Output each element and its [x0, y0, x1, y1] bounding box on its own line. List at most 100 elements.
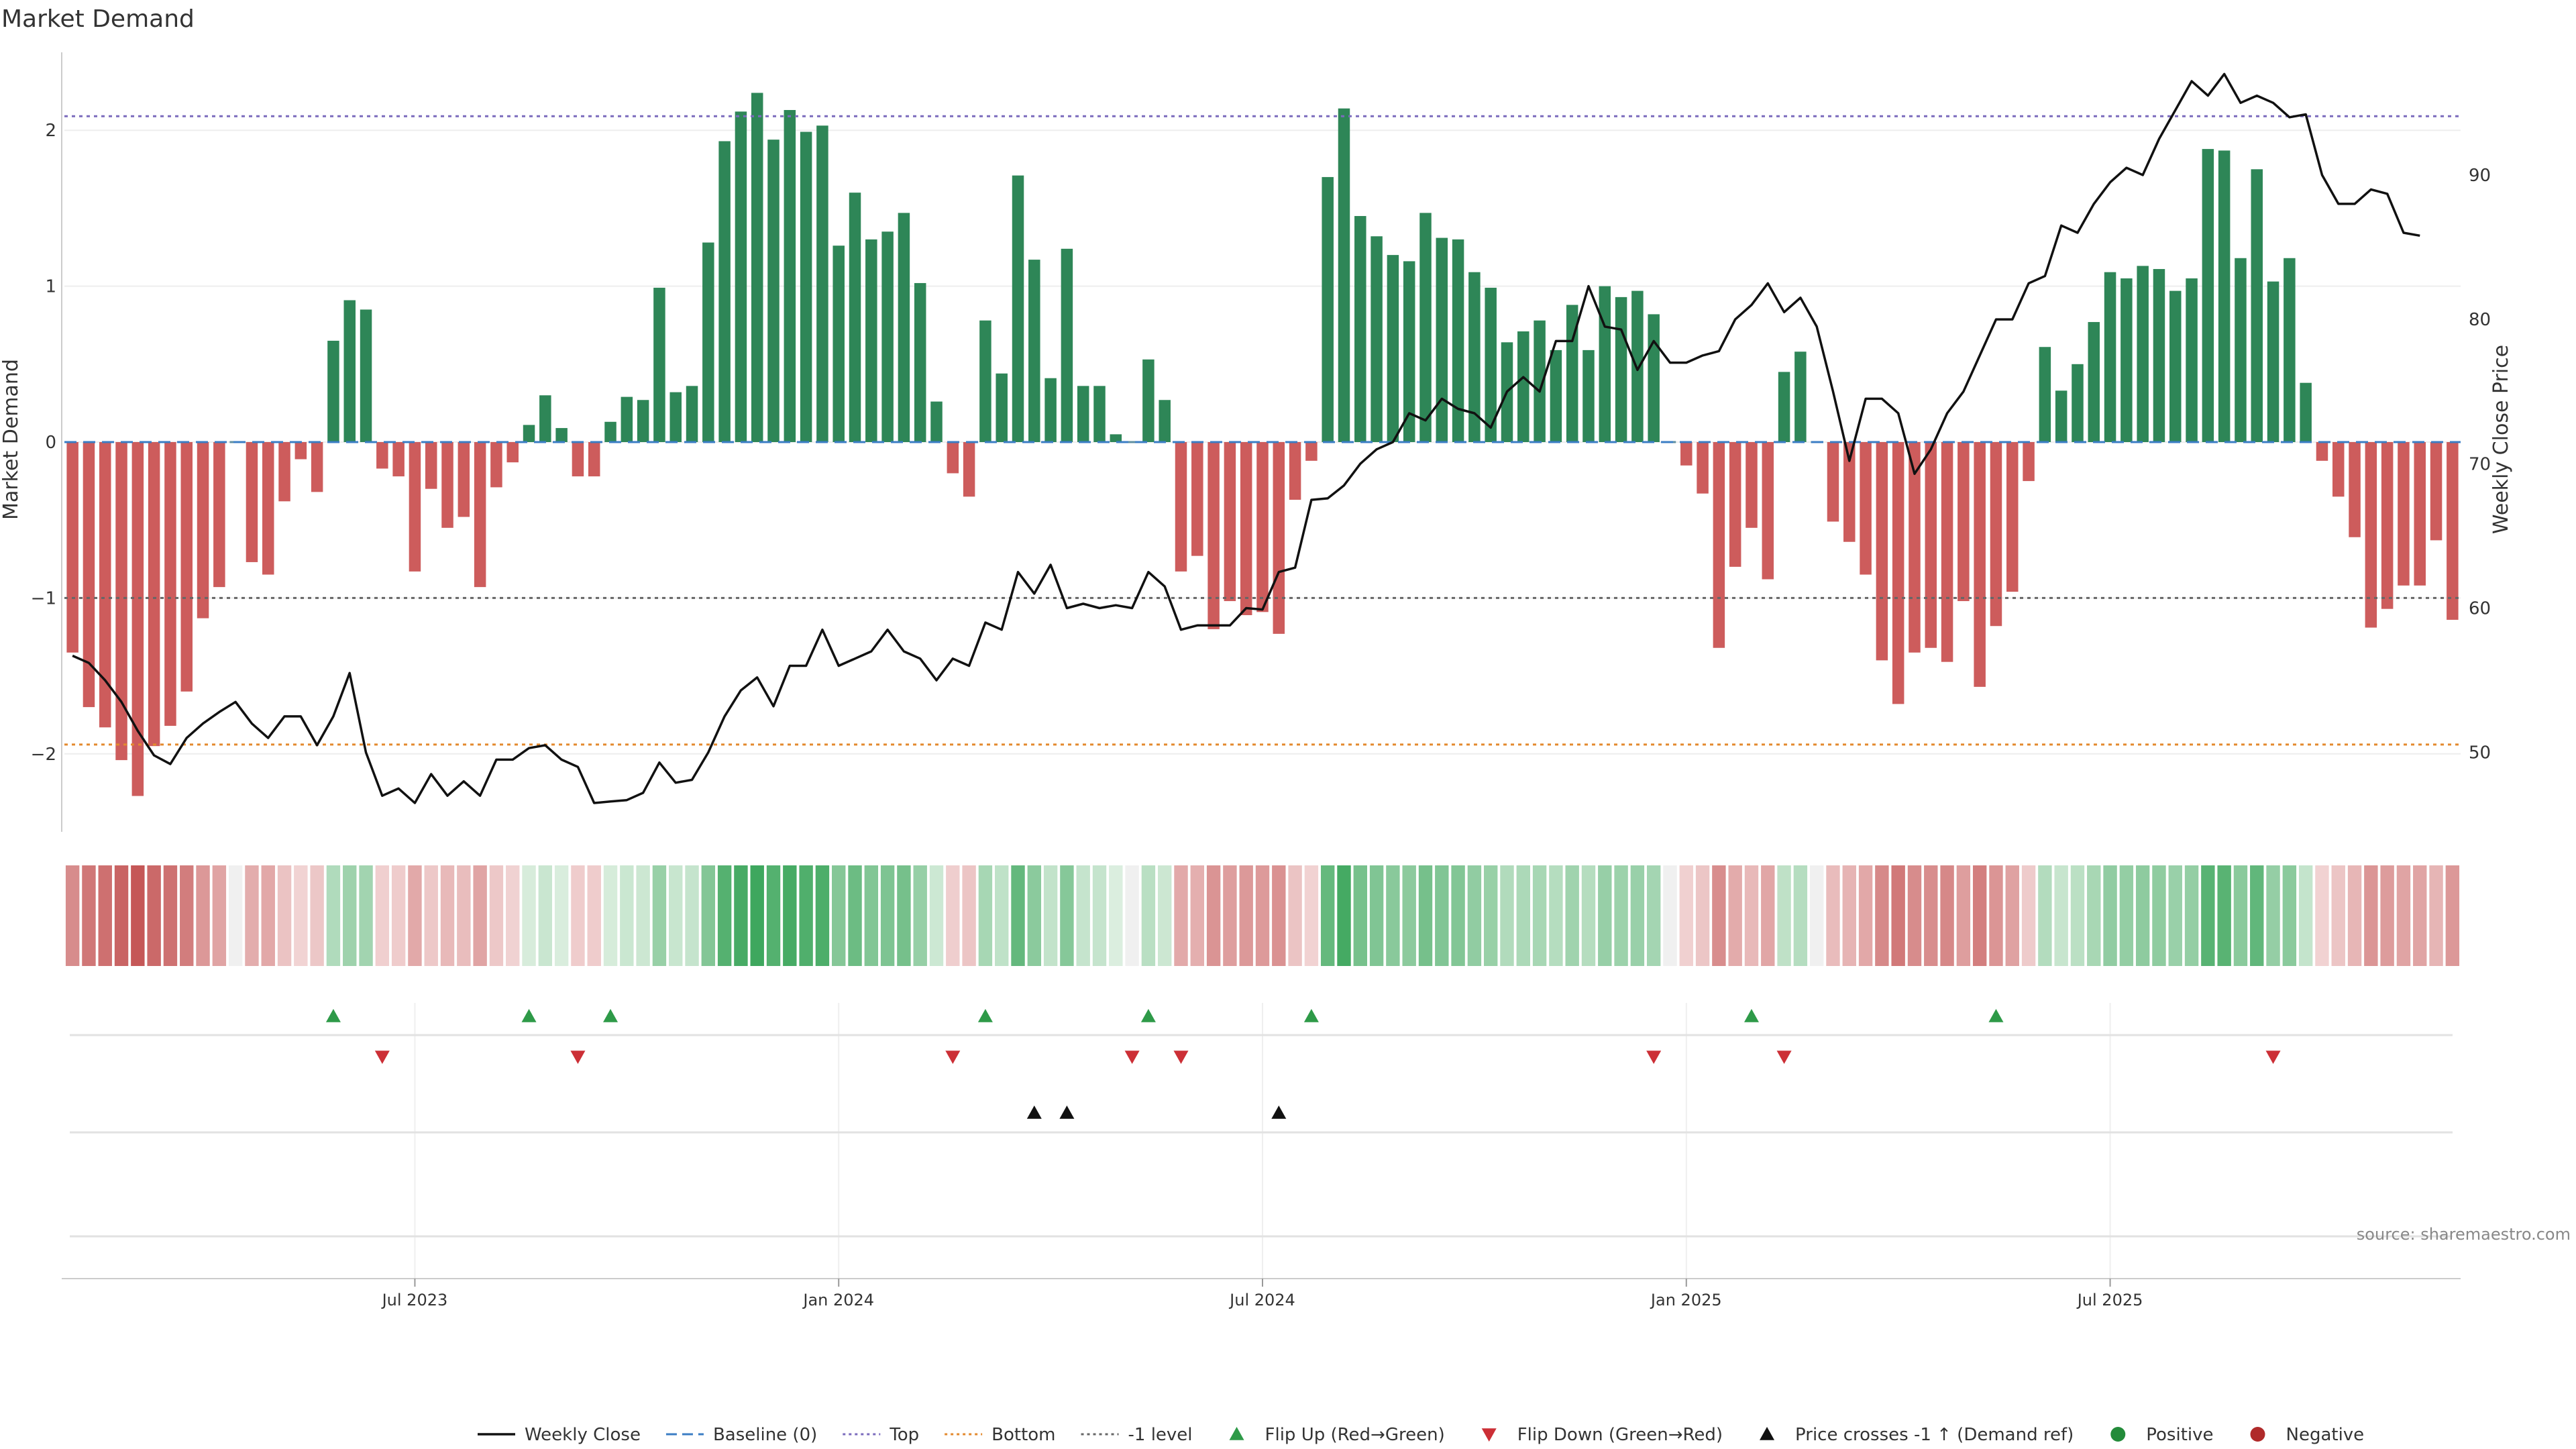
demand-bar-negative: [2332, 442, 2345, 497]
heat-cell: [1728, 865, 1742, 966]
demand-bar-negative: [1240, 442, 1252, 615]
heat-cell: [571, 865, 585, 966]
heat-cell: [2135, 865, 2150, 966]
demand-bar-negative: [474, 442, 486, 588]
heat-cell: [2347, 865, 2362, 966]
flip-up-marker: [977, 1009, 993, 1022]
demand-bar-positive: [653, 287, 665, 442]
price-cross-marker: [1059, 1106, 1075, 1119]
heat-cell: [1972, 865, 1987, 966]
demand-bar-negative: [1191, 442, 1203, 556]
demand-bar-positive: [1534, 320, 1546, 442]
heat-cell: [1712, 865, 1726, 966]
demand-bars: [66, 93, 2459, 796]
demand-bar-positive: [2218, 150, 2231, 443]
demand-bar-negative: [2381, 442, 2394, 609]
heat-cell: [2005, 865, 2019, 966]
demand-bar-positive: [1485, 287, 1497, 442]
heat-cell: [2087, 865, 2101, 966]
y-axis-right-label: Weekly Close Price: [2489, 345, 2513, 534]
flip-down-marker: [1646, 1051, 1662, 1064]
legend-symbol-circle: [2250, 1427, 2265, 1442]
demand-bar-negative: [458, 442, 470, 517]
heat-cell: [1060, 865, 1074, 966]
legend-symbol-triangle: [1760, 1427, 1775, 1440]
legend-symbol-triangle: [1481, 1428, 1497, 1442]
heat-cell: [1761, 865, 1775, 966]
demand-bar-positive: [1794, 352, 1807, 442]
demand-bar-negative: [963, 442, 975, 497]
event-markers: [70, 1009, 2453, 1238]
demand-bar-negative: [1876, 442, 1888, 661]
demand-bar-positive: [849, 193, 861, 442]
heat-cell: [391, 865, 406, 966]
demand-bar-negative: [197, 442, 209, 619]
heat-cell: [1809, 865, 1824, 966]
demand-bar-negative: [294, 442, 307, 460]
heat-cell: [1989, 865, 2003, 966]
heat-cell: [620, 865, 634, 966]
heat-cell: [1565, 865, 1579, 966]
demand-bar-negative: [311, 442, 323, 492]
demand-bar-positive: [1599, 286, 1611, 442]
flip-up-marker: [1303, 1009, 1319, 1022]
heat-cell: [2217, 865, 2231, 966]
demand-bar-positive: [2137, 266, 2149, 442]
demand-bar-positive: [930, 401, 943, 442]
heat-cell: [114, 865, 129, 966]
heat-cell: [1027, 865, 1042, 966]
demand-bar-positive: [1778, 372, 1790, 442]
demand-bar-negative: [213, 442, 225, 588]
heat-cell: [2413, 865, 2427, 966]
flip-down-marker: [2265, 1051, 2281, 1064]
demand-bar-negative: [2349, 442, 2361, 537]
heat-cell: [1272, 865, 1286, 966]
heat-cell: [82, 865, 96, 966]
y-left-tick-label: 0: [45, 433, 56, 453]
demand-bar-positive: [1044, 378, 1057, 442]
heat-cell: [1956, 865, 1971, 966]
demand-bar-negative: [180, 442, 193, 692]
flip-down-marker: [1124, 1051, 1140, 1064]
heat-cell: [538, 865, 553, 966]
demand-bar-negative: [262, 442, 274, 575]
heat-cell: [962, 865, 976, 966]
heat-cell: [1581, 865, 1596, 966]
demand-bar-positive: [1582, 350, 1595, 442]
heat-cell: [1092, 865, 1107, 966]
demand-bar-positive: [686, 386, 698, 442]
y-left-tick-label: 2: [45, 121, 56, 141]
heat-cell: [1011, 865, 1025, 966]
heat-cell: [1386, 865, 1400, 966]
heat-cell: [2266, 865, 2280, 966]
heat-cell: [65, 865, 80, 966]
heat-cell: [929, 865, 944, 966]
heat-cell: [1109, 865, 1123, 966]
demand-bar-negative: [588, 442, 600, 477]
demand-bar-negative: [1224, 442, 1236, 602]
heat-cell: [2184, 865, 2199, 966]
heat-cell: [163, 865, 178, 966]
heat-cell: [1679, 865, 1693, 966]
demand-bar-positive: [2153, 269, 2165, 442]
heat-cell: [1125, 865, 1139, 966]
heat-cell: [864, 865, 879, 966]
heat-cell: [2331, 865, 2345, 966]
heat-cell: [1483, 865, 1498, 966]
demand-bar-positive: [816, 125, 828, 442]
demand-bar-positive: [784, 109, 796, 442]
heat-cell: [424, 865, 438, 966]
heat-cell: [1076, 865, 1090, 966]
weekly-close-series: [72, 72, 2420, 804]
demand-bar-negative: [1827, 442, 1839, 522]
heat-cell: [1157, 865, 1172, 966]
heat-cell: [2038, 865, 2052, 966]
heat-cell: [897, 865, 911, 966]
heat-cell: [506, 865, 520, 966]
demand-bar-negative: [1729, 442, 1741, 567]
heat-cell: [294, 865, 308, 966]
flip-up-marker: [1743, 1009, 1759, 1022]
demand-bar-negative: [1843, 442, 1856, 542]
legend-label: Price crosses -1 ↑ (Demand ref): [1795, 1425, 2074, 1445]
flip-up-marker: [1988, 1009, 2004, 1022]
